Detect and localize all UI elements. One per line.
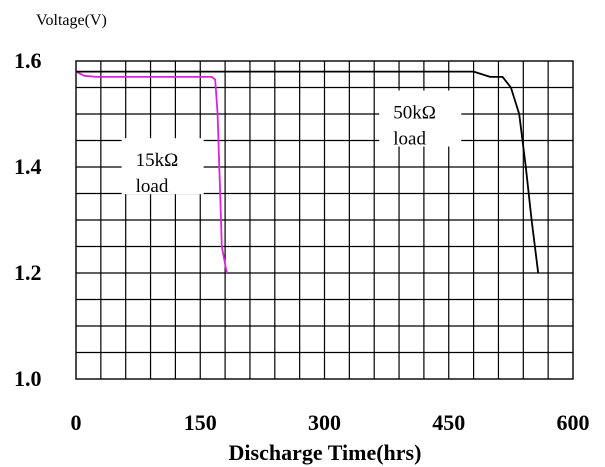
x-tick-label: 150 — [184, 410, 217, 435]
y-tick-label: 1.6 — [14, 48, 42, 73]
plot-frame — [75, 60, 574, 380]
annotation-text: load — [393, 129, 426, 150]
y-tick-label: 1.4 — [14, 154, 42, 179]
y-axis-label: Voltage(V) — [36, 12, 107, 29]
annotation-text: 15kΩ — [136, 150, 179, 171]
x-tick-label: 300 — [308, 410, 341, 435]
axes: 0 150 300 450 600 1.0 1.2 1.4 1.6 — [14, 48, 590, 435]
series-line — [75, 70, 228, 274]
annotations: 15kΩ load 50kΩ load — [121, 90, 462, 197]
annotation-text: 50kΩ — [393, 103, 436, 124]
y-tick-label: 1.2 — [14, 260, 42, 285]
series-annotation: 50kΩ load — [379, 90, 462, 150]
series-lines — [75, 70, 540, 274]
x-axis-label: Discharge Time(hrs) — [229, 440, 422, 465]
x-tick-label: 450 — [432, 410, 465, 435]
grid-lines — [76, 61, 573, 379]
series-annotation: 15kΩ load — [121, 138, 204, 197]
x-tick-label: 0 — [71, 410, 82, 435]
x-tick-label: 600 — [557, 410, 590, 435]
annotation-background — [121, 138, 204, 195]
annotation-text: load — [136, 176, 169, 197]
series-line — [76, 70, 540, 274]
annotation-background — [379, 90, 462, 147]
y-tick-label: 1.0 — [14, 366, 42, 391]
